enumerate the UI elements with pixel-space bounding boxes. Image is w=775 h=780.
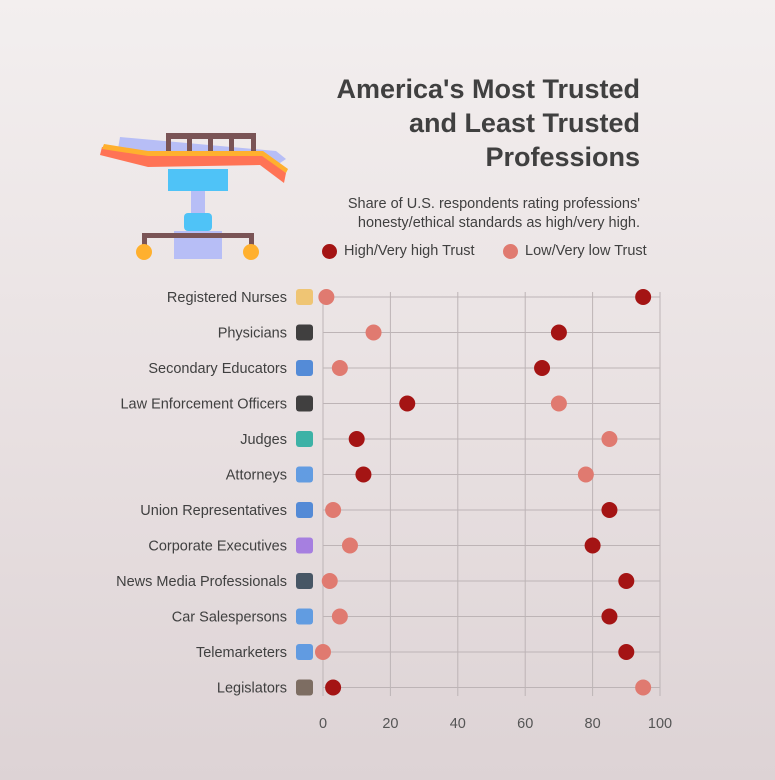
union-building-icon (296, 502, 313, 518)
x-tick-label: 0 (319, 716, 327, 732)
x-tick-label: 20 (382, 716, 398, 732)
hospital-bed-icon (100, 133, 288, 260)
high-trust-point (584, 537, 601, 554)
high-trust-point (325, 679, 342, 696)
category-label: Law Enforcement Officers (120, 397, 287, 413)
category-label: Union Representatives (140, 503, 287, 519)
legend-item-low: Low/Very low Trust (503, 243, 647, 259)
high-trust-point (399, 395, 416, 412)
category-label: Attorneys (226, 468, 287, 484)
salesperson-icon (296, 608, 313, 625)
category-label: Corporate Executives (148, 539, 287, 555)
doctor-icon (296, 324, 313, 341)
x-tick-label: 100 (648, 716, 672, 732)
category-label: News Media Professionals (116, 574, 287, 590)
high-trust-point (601, 608, 618, 625)
low-trust-point (550, 395, 567, 412)
nurse-cap-icon (296, 289, 313, 305)
legend-item-high: High/Very high Trust (322, 243, 475, 259)
low-trust-point (341, 537, 358, 554)
high-trust-point (348, 431, 365, 447)
high-trust-point (550, 324, 567, 341)
low-trust-point (315, 644, 331, 660)
low-trust-point (321, 573, 338, 589)
high-trust-point (534, 360, 551, 376)
high-trust-point (618, 573, 635, 589)
high-trust-point (355, 466, 372, 483)
category-label: Physicians (218, 326, 287, 342)
chart-title: America's Most Trusted and Least Trusted… (336, 74, 640, 172)
chart-subtitle: Share of U.S. respondents rating profess… (347, 196, 640, 231)
low-trust-point (635, 679, 652, 696)
police-officer-icon (296, 395, 313, 412)
legend-label-high: High/Very high Trust (344, 243, 475, 259)
gavel-icon (296, 431, 313, 447)
executive-icon (296, 537, 313, 554)
lawyer-icon (296, 466, 313, 483)
high-trust-point (618, 644, 635, 660)
category-label: Secondary Educators (148, 361, 287, 377)
x-tick-label: 60 (517, 716, 533, 732)
books-icon (296, 360, 313, 376)
low-trust-point (331, 360, 348, 376)
telemarketer-icon (296, 644, 313, 660)
category-label: Legislators (217, 681, 287, 697)
category-label: Telemarketers (196, 645, 287, 661)
capitol-icon (296, 679, 313, 696)
legend-marker-high (322, 243, 337, 259)
low-trust-point (318, 289, 335, 305)
legend-marker-low (503, 243, 518, 259)
low-trust-point (325, 502, 342, 518)
legend-label-low: Low/Very low Trust (525, 243, 647, 259)
x-tick-label: 40 (450, 716, 466, 732)
x-tick-label: 80 (585, 716, 601, 732)
category-label: Car Salespersons (172, 610, 287, 626)
low-trust-point (601, 431, 618, 447)
category-label: Registered Nurses (167, 290, 287, 306)
newspaper-icon (296, 573, 313, 589)
low-trust-point (331, 608, 348, 625)
high-trust-point (635, 289, 652, 305)
high-trust-point (601, 502, 618, 518)
category-label: Judges (240, 432, 287, 448)
low-trust-point (365, 324, 382, 341)
low-trust-point (577, 466, 594, 483)
